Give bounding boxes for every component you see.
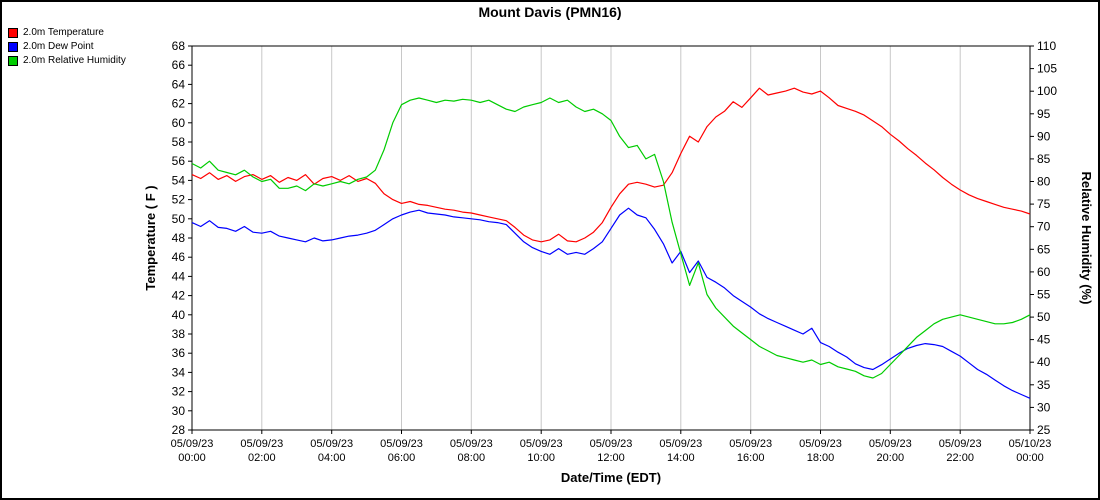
svg-text:60: 60 bbox=[1037, 265, 1051, 279]
svg-text:04:00: 04:00 bbox=[318, 452, 346, 464]
svg-text:18:00: 18:00 bbox=[807, 452, 835, 464]
legend-swatch-relative-humidity-icon bbox=[8, 55, 18, 66]
svg-text:56: 56 bbox=[172, 154, 186, 168]
svg-text:Date/Time (EDT): Date/Time (EDT) bbox=[561, 470, 661, 485]
svg-text:30: 30 bbox=[1037, 400, 1051, 414]
svg-text:38: 38 bbox=[172, 327, 186, 341]
legend-item-dew-point: 2.0m Dew Point bbox=[8, 41, 126, 52]
svg-text:35: 35 bbox=[1037, 378, 1051, 392]
svg-text:05/09/23: 05/09/23 bbox=[240, 438, 283, 450]
svg-text:00:00: 00:00 bbox=[178, 452, 206, 464]
svg-text:48: 48 bbox=[172, 231, 186, 245]
svg-text:85: 85 bbox=[1037, 152, 1051, 166]
svg-text:22:00: 22:00 bbox=[946, 452, 974, 464]
svg-text:42: 42 bbox=[172, 289, 186, 303]
svg-text:05/09/23: 05/09/23 bbox=[659, 438, 702, 450]
svg-text:40: 40 bbox=[1037, 355, 1051, 369]
svg-text:52: 52 bbox=[172, 193, 186, 207]
svg-text:05/09/23: 05/09/23 bbox=[520, 438, 563, 450]
svg-text:Relative Humidity (%): Relative Humidity (%) bbox=[1079, 172, 1094, 305]
svg-text:36: 36 bbox=[172, 346, 186, 360]
svg-text:62: 62 bbox=[172, 97, 186, 111]
svg-text:70: 70 bbox=[1037, 220, 1051, 234]
svg-text:44: 44 bbox=[172, 269, 186, 283]
svg-text:46: 46 bbox=[172, 250, 186, 264]
svg-text:95: 95 bbox=[1037, 107, 1051, 121]
svg-text:05/09/23: 05/09/23 bbox=[590, 438, 633, 450]
svg-text:75: 75 bbox=[1037, 197, 1051, 211]
svg-text:16:00: 16:00 bbox=[737, 452, 765, 464]
svg-text:105: 105 bbox=[1037, 62, 1057, 76]
svg-text:02:00: 02:00 bbox=[248, 452, 276, 464]
svg-text:40: 40 bbox=[172, 308, 186, 322]
svg-text:100: 100 bbox=[1037, 84, 1057, 98]
svg-text:68: 68 bbox=[172, 39, 186, 53]
svg-text:58: 58 bbox=[172, 135, 186, 149]
svg-text:05/09/23: 05/09/23 bbox=[869, 438, 912, 450]
legend-item-temperature: 2.0m Temperature bbox=[8, 27, 126, 38]
chart-legend: 2.0m Temperature 2.0m Dew Point 2.0m Rel… bbox=[8, 27, 126, 66]
svg-text:65: 65 bbox=[1037, 242, 1051, 256]
svg-text:50: 50 bbox=[172, 212, 186, 226]
chart-title: Mount Davis (PMN16) bbox=[478, 4, 622, 20]
legend-swatch-temperature-icon bbox=[8, 27, 18, 38]
svg-text:05/09/23: 05/09/23 bbox=[380, 438, 423, 450]
svg-text:12:00: 12:00 bbox=[597, 452, 625, 464]
svg-text:06:00: 06:00 bbox=[388, 452, 416, 464]
legend-item-relative-humidity: 2.0m Relative Humidity bbox=[8, 55, 126, 66]
svg-text:20:00: 20:00 bbox=[877, 452, 905, 464]
svg-text:05/09/23: 05/09/23 bbox=[939, 438, 982, 450]
svg-text:50: 50 bbox=[1037, 310, 1051, 324]
legend-swatch-dew-point-icon bbox=[8, 41, 18, 52]
svg-text:66: 66 bbox=[172, 58, 186, 72]
svg-text:10:00: 10:00 bbox=[527, 452, 555, 464]
svg-text:32: 32 bbox=[172, 385, 186, 399]
svg-text:05/09/23: 05/09/23 bbox=[171, 438, 214, 450]
svg-text:00:00: 00:00 bbox=[1016, 452, 1044, 464]
svg-text:08:00: 08:00 bbox=[458, 452, 486, 464]
legend-label-dew-point: 2.0m Dew Point bbox=[23, 41, 94, 52]
svg-text:25: 25 bbox=[1037, 423, 1051, 437]
svg-text:34: 34 bbox=[172, 365, 186, 379]
svg-text:30: 30 bbox=[172, 404, 186, 418]
legend-label-temperature: 2.0m Temperature bbox=[23, 27, 104, 38]
svg-text:14:00: 14:00 bbox=[667, 452, 695, 464]
svg-text:55: 55 bbox=[1037, 288, 1051, 302]
legend-label-relative-humidity: 2.0m Relative Humidity bbox=[23, 55, 126, 66]
svg-text:60: 60 bbox=[172, 116, 186, 130]
svg-text:80: 80 bbox=[1037, 175, 1051, 189]
svg-text:90: 90 bbox=[1037, 129, 1051, 143]
svg-text:05/10/23: 05/10/23 bbox=[1009, 438, 1052, 450]
svg-text:Temperature ( F ): Temperature ( F ) bbox=[143, 185, 158, 290]
svg-text:45: 45 bbox=[1037, 333, 1051, 347]
svg-text:28: 28 bbox=[172, 423, 186, 437]
svg-text:05/09/23: 05/09/23 bbox=[799, 438, 842, 450]
svg-text:05/09/23: 05/09/23 bbox=[729, 438, 772, 450]
svg-text:05/09/23: 05/09/23 bbox=[450, 438, 493, 450]
svg-text:110: 110 bbox=[1037, 39, 1056, 53]
svg-text:54: 54 bbox=[172, 173, 186, 187]
svg-text:64: 64 bbox=[172, 77, 186, 91]
svg-text:05/09/23: 05/09/23 bbox=[310, 438, 353, 450]
